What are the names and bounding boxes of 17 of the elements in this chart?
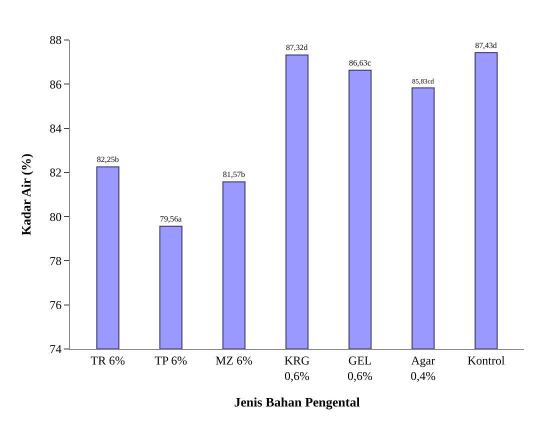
y-tick-label: 78 (50, 254, 62, 268)
x-tick-label: KRG 0,6% (284, 353, 310, 383)
x-tick-label: Kontrol (468, 353, 506, 368)
y-tick-label: 88 (50, 33, 62, 48)
y-tick-label: 74 (50, 342, 62, 356)
x-tick-label: GEL 0,6% (348, 353, 373, 383)
x-tick-label: TP 6% (154, 353, 188, 368)
y-tick-label: 80 (50, 210, 62, 224)
x-axis-title: Jenis Bahan Pengental (234, 394, 360, 410)
y-tick-label: 76 (50, 298, 62, 312)
x-tick-label: TR 6% (90, 353, 125, 368)
y-axis-title: Kadar Air (%) (18, 154, 34, 236)
y-tick-label: 84 (50, 121, 62, 136)
y-tick-label: 86 (50, 77, 62, 92)
y-tick-label: 82 (50, 166, 62, 180)
x-tick-label: MZ 6% (215, 353, 252, 368)
x-tick-label: Agar 0,4% (410, 353, 436, 383)
